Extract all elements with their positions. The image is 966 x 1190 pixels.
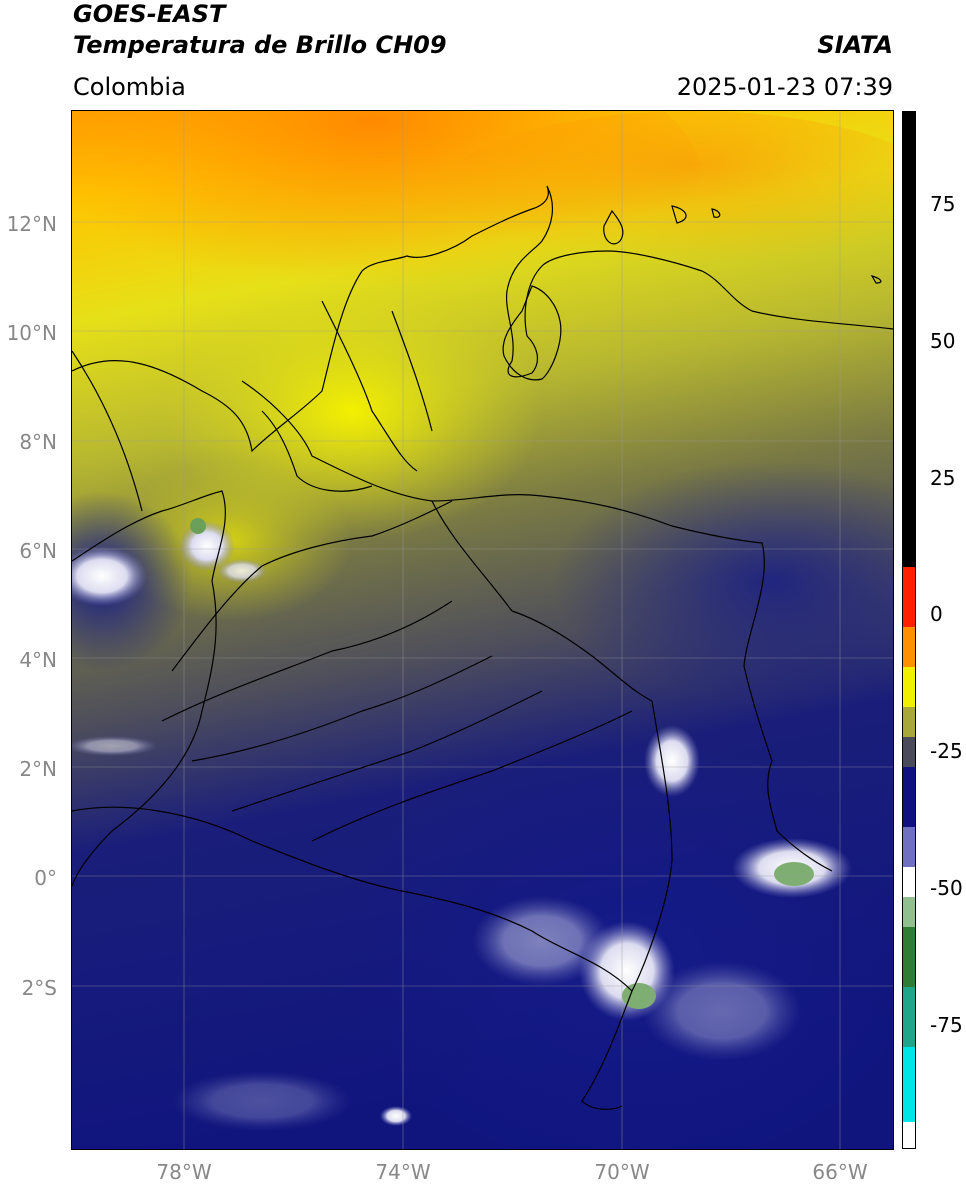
colorbar-segment-green [902,927,916,987]
colorbar-tick-m75: -75 [930,1013,963,1037]
colorbar-segment-gray [902,737,916,767]
colorbar-segment-navy [902,767,916,827]
coastlines-and-borders [72,185,893,1110]
colorbar-segment-white [902,867,916,897]
cloud-field-amazon [472,896,612,986]
lat-label-0: 0° [34,866,57,890]
cloud-streak-pacific [72,736,157,756]
colorbar-tick-25: 25 [930,466,956,490]
brand-label: SIATA [817,31,893,59]
colorbar-segment-lavender [902,827,916,867]
lon-label-74w: 74°W [375,1160,431,1184]
colorbar-segment-olive [902,707,916,737]
region-label: Colombia [73,73,186,101]
lon-label-78w: 78°W [156,1160,212,1184]
lat-label-4n: 4°N [19,648,57,672]
colorbar-segment-cyan [902,1047,916,1122]
lat-label-8n: 8°N [19,430,57,454]
lat-label-10n: 10°N [6,321,57,345]
colorbar-segment-lightgreen [902,897,916,927]
cloud-peru [380,1106,412,1126]
colorbar [902,111,916,1149]
colorbar-tick-m25: -25 [930,739,963,763]
satellite-title: GOES-EAST [73,0,226,28]
colorbar-tick-m50: -50 [930,876,963,900]
brightness-temperature-map [72,111,893,1149]
cloud-choco [179,521,235,571]
lon-label-70w: 70°W [594,1160,650,1184]
timestamp-label: 2025-01-23 07:39 [676,73,893,101]
map-frame [71,110,894,1150]
convective-core-east [774,862,814,886]
colorbar-segment-orange [902,627,916,667]
lat-label-6n: 6°N [19,539,57,563]
colorbar-tick-75: 75 [930,192,956,216]
cloud-pacific [72,546,147,606]
cloud-choco-tail [217,559,267,583]
colorbar-segment-bottom [902,1122,916,1149]
cloud-field-peru [172,1071,352,1131]
lon-label-66w: 66°W [812,1160,868,1184]
colorbar-frame [902,111,916,1149]
graticule [72,111,893,1149]
lat-label-2s: 2°S [21,976,57,1000]
product-title: Temperatura de Brillo CH09 [73,31,447,59]
colorbar-segment-yellow [902,667,916,707]
colorbar-tick-50: 50 [930,329,956,353]
moist-region-llanos [552,461,893,701]
colorbar-segment-hot [902,111,916,567]
colorbar-tick-0: 0 [930,602,943,626]
very-dry-region-east [432,111,893,291]
lat-label-2n: 2°N [19,757,57,781]
convective-core-choco [190,518,206,534]
colorbar-segment-teal [902,987,916,1047]
lat-label-12n: 12°N [6,212,57,236]
colorbar-segment-red [902,567,916,627]
cloud-vaupes-north [644,725,700,797]
